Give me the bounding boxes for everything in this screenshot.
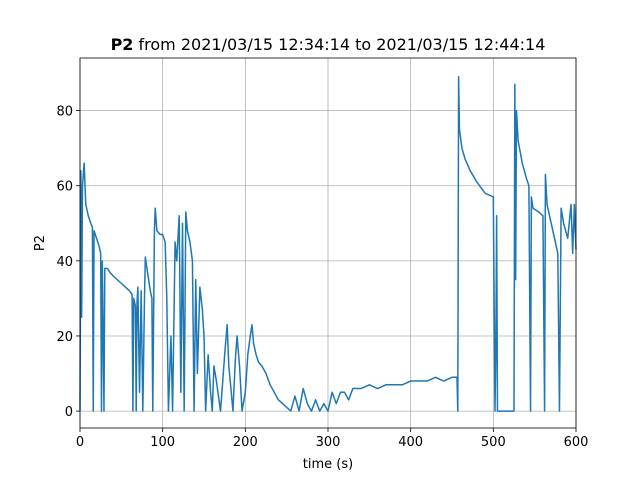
data-line bbox=[79, 76, 577, 412]
x-axis-label: time (s) bbox=[303, 457, 353, 472]
y-tick-label: 20 bbox=[56, 330, 73, 345]
x-tick-label: 400 bbox=[398, 435, 423, 450]
y-tick-label: 80 bbox=[56, 105, 73, 120]
title-bold: P2 bbox=[111, 35, 134, 54]
x-tick-label: 600 bbox=[564, 435, 589, 450]
x-tick-label: 500 bbox=[481, 435, 506, 450]
y-tick-label: 0 bbox=[65, 405, 73, 420]
chart-title: P2 from 2021/03/15 12:34:14 to 2021/03/1… bbox=[111, 35, 546, 54]
x-tick-label: 0 bbox=[76, 435, 84, 450]
x-tick-label: 100 bbox=[150, 435, 175, 450]
x-tick-label: 300 bbox=[316, 435, 341, 450]
y-tick-label: 40 bbox=[56, 255, 73, 270]
plot-frame bbox=[79, 57, 577, 429]
title-rest: from 2021/03/15 12:34:14 to 2021/03/15 1… bbox=[139, 35, 546, 54]
y-tick-label: 60 bbox=[56, 180, 73, 195]
x-tick-label: 200 bbox=[233, 435, 258, 450]
y-axis-label: P2 bbox=[33, 235, 48, 251]
